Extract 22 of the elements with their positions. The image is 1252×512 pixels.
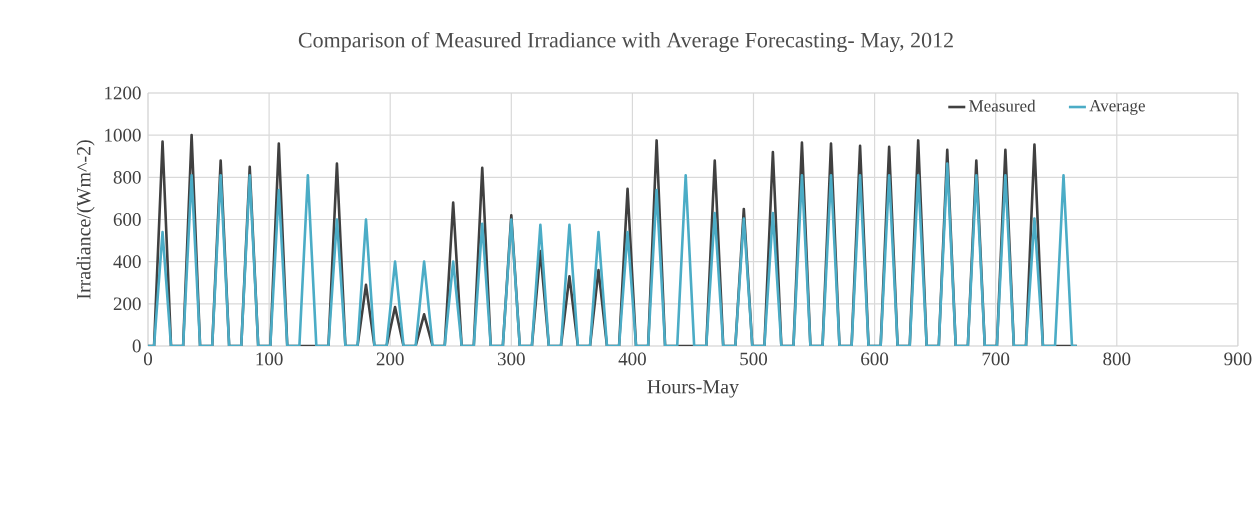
x-tick-label: 400	[618, 352, 646, 366]
x-tick-label: 700	[982, 352, 1010, 366]
y-tick-label: 1000	[105, 128, 141, 142]
y-tick-label: 0	[132, 339, 141, 353]
x-tick-label: 200	[376, 352, 404, 366]
x-tick-label: 800	[1103, 352, 1131, 366]
chart-title: Comparison of Measured Irradiance with Average Forecasting- May, 2012	[298, 31, 953, 53]
legend-label: Measured	[969, 99, 1036, 112]
x-axis-title: Hours-May	[647, 380, 739, 398]
y-tick-label: 1200	[105, 86, 141, 100]
y-tick-label: 600	[113, 213, 141, 226]
legend-label: Average	[1089, 99, 1145, 115]
x-tick-label: 0	[143, 352, 153, 366]
x-tick-label: 600	[861, 352, 889, 366]
y-tick-label: 800	[113, 170, 141, 184]
y-axis-title: Irradiance/(Wm^-2)	[76, 140, 95, 299]
x-tick-label: 300	[497, 352, 525, 366]
x-tick-label: 900	[1224, 352, 1252, 366]
y-tick-label: 400	[113, 255, 141, 269]
y-tick-label: 200	[113, 297, 141, 311]
x-tick-label: 500	[740, 352, 768, 366]
x-tick-label: 100	[256, 352, 283, 366]
